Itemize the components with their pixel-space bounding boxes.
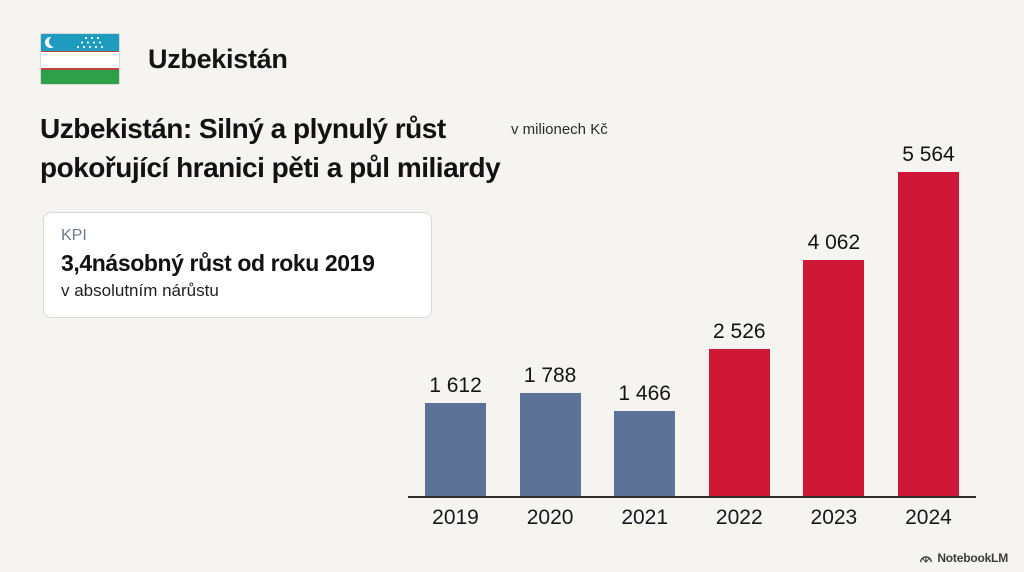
bar-chart: 1 612 1 788 1 466 2 526 4 062 5 564	[408, 77, 976, 497]
uzbekistan-flag-icon	[40, 33, 120, 85]
bar-rect-2022	[708, 349, 770, 497]
kpi-headline: 3,4násobný růst od roku 2019	[61, 250, 375, 276]
x-axis-label-2022: 2022	[715, 506, 763, 529]
footer-brand: NotebookLM	[919, 551, 1008, 565]
bar-value-label-2022: 2 526	[713, 320, 766, 343]
x-axis-line	[408, 496, 976, 498]
x-axis-label-2023: 2023	[810, 506, 858, 529]
bar-2022: 2 526	[708, 320, 770, 497]
x-axis-labels: 2019 2020 2021 2022 2023 2024	[408, 506, 976, 530]
bar-2019: 1 612	[425, 374, 486, 497]
x-axis-label-2019: 2019	[432, 506, 479, 529]
country-name: Uzbekistán	[148, 43, 288, 74]
stars-icon	[77, 37, 79, 39]
brand-name: NotebookLM	[937, 551, 1008, 565]
bar-2024: 5 564	[897, 143, 959, 497]
bar-rect-2024	[897, 172, 959, 497]
flag-green-band	[41, 69, 119, 84]
bar-rect-2023	[803, 260, 865, 497]
x-axis-label-2024: 2024	[905, 506, 952, 529]
flag-white-band	[41, 52, 119, 68]
slide-title-line2: pokořující hranici pěti a půl miliardy	[40, 152, 501, 183]
slide-title: Uzbekistán: Silný a plynulý růst pokořují…	[40, 109, 501, 187]
bar-value-label-2020: 1 788	[523, 364, 577, 387]
x-axis-label-2020: 2020	[526, 506, 574, 529]
kpi-label: KPI	[61, 227, 87, 244]
flag-red-stripe	[41, 68, 119, 70]
country-header: Uzbekistán	[40, 33, 288, 85]
bar-rect-2020	[519, 393, 581, 497]
crescent-mask	[48, 36, 60, 47]
bar-2020: 1 788	[519, 364, 581, 497]
bar-value-label-2019: 1 612	[429, 374, 482, 397]
bar-2021: 1 466	[614, 382, 676, 497]
bar-value-label-2023: 4 062	[807, 231, 861, 254]
kpi-card: KPI 3,4násobný růst od roku 2019 v absol…	[43, 212, 432, 318]
x-axis-label-2021: 2021	[621, 506, 669, 529]
bar-value-label-2024: 5 564	[902, 143, 955, 166]
bar-value-label-2021: 1 466	[618, 382, 671, 405]
chart-unit-label: v milionech Kč	[511, 121, 608, 138]
slide-title-line1: Uzbekistán: Silný a plynulý růst	[40, 113, 446, 144]
flag-blue-band	[41, 34, 119, 51]
flag-red-stripe	[41, 50, 119, 52]
kpi-subtext: v absolutním nárůstu	[61, 281, 219, 300]
bar-2023: 4 062	[803, 231, 865, 497]
notebooklm-logo-icon	[920, 556, 933, 563]
bar-rect-2019	[425, 403, 486, 497]
bar-rect-2021	[614, 411, 676, 497]
